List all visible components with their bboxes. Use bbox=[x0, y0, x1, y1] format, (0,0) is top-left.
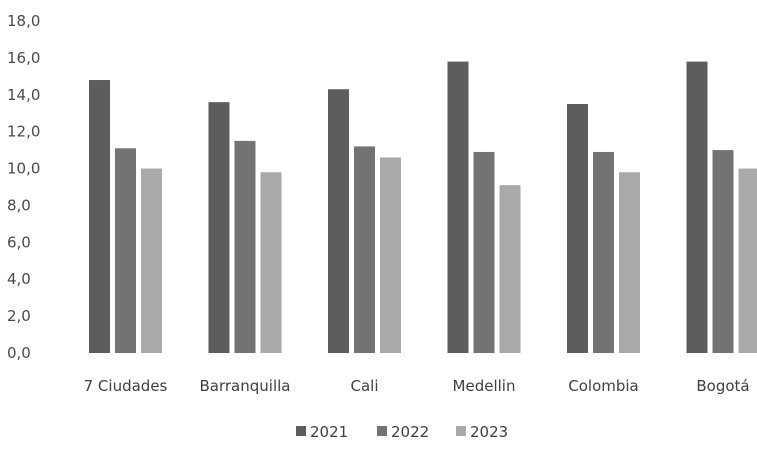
bar bbox=[473, 151, 495, 353]
y-tick-label: 4,0 bbox=[7, 270, 31, 288]
bar bbox=[208, 102, 230, 354]
bar bbox=[712, 150, 734, 353]
legend-swatch bbox=[377, 426, 387, 436]
bar bbox=[593, 151, 614, 353]
category-label: 7 Ciudades bbox=[84, 377, 168, 395]
category-label: Bogotá bbox=[696, 377, 749, 395]
legend-label: 2023 bbox=[470, 423, 508, 441]
legend-swatch bbox=[456, 426, 466, 436]
legend-item: 2021 bbox=[296, 423, 348, 441]
bar-group bbox=[567, 104, 640, 353]
bar bbox=[499, 185, 521, 353]
bar bbox=[234, 140, 256, 353]
y-tick-label: 16,0 bbox=[7, 49, 40, 67]
y-tick-label: 14,0 bbox=[7, 86, 40, 104]
category-label: Cali bbox=[350, 377, 378, 395]
y-axis: 0,0 2,0 4,0 6,0 8,0 10,0 12,0 14,0 16,0 18,0 bbox=[7, 12, 40, 362]
y-tick-label: 12,0 bbox=[7, 123, 40, 141]
y-tick-label: 2,0 bbox=[7, 307, 31, 325]
legend-item: 2022 bbox=[377, 423, 429, 441]
bar bbox=[115, 148, 136, 353]
bar bbox=[89, 80, 110, 354]
bar bbox=[738, 168, 757, 353]
bar bbox=[260, 172, 282, 353]
y-tick-label: 6,0 bbox=[7, 233, 31, 251]
category-label: Colombia bbox=[568, 377, 639, 395]
bar bbox=[447, 61, 469, 353]
y-tick-label: 18,0 bbox=[7, 12, 40, 30]
bar-group bbox=[686, 61, 757, 353]
bar-group bbox=[328, 89, 401, 353]
y-tick-label: 8,0 bbox=[7, 196, 31, 214]
legend-item: 2023 bbox=[456, 423, 508, 441]
y-tick-label: 10,0 bbox=[7, 160, 40, 178]
legend: 2021 2022 2023 bbox=[296, 423, 508, 441]
bar bbox=[354, 146, 375, 353]
legend-label: 2022 bbox=[391, 423, 429, 441]
bar-group bbox=[89, 80, 162, 354]
x-axis: 7 Ciudades Barranquilla Cali Medellin Colomb… bbox=[84, 377, 750, 395]
y-tick-label: 0,0 bbox=[7, 344, 31, 362]
bar-group bbox=[208, 102, 282, 354]
category-label: Barranquilla bbox=[200, 377, 291, 395]
legend-label: 2021 bbox=[310, 423, 348, 441]
bar bbox=[141, 168, 162, 353]
category-label: Medellin bbox=[453, 377, 516, 395]
legend-swatch bbox=[296, 426, 306, 436]
bar bbox=[619, 172, 640, 353]
bar bbox=[567, 104, 588, 353]
bar bbox=[380, 157, 401, 353]
bar-group bbox=[447, 61, 521, 353]
bars-group bbox=[89, 61, 757, 354]
bar bbox=[686, 61, 708, 353]
bar bbox=[328, 89, 349, 353]
